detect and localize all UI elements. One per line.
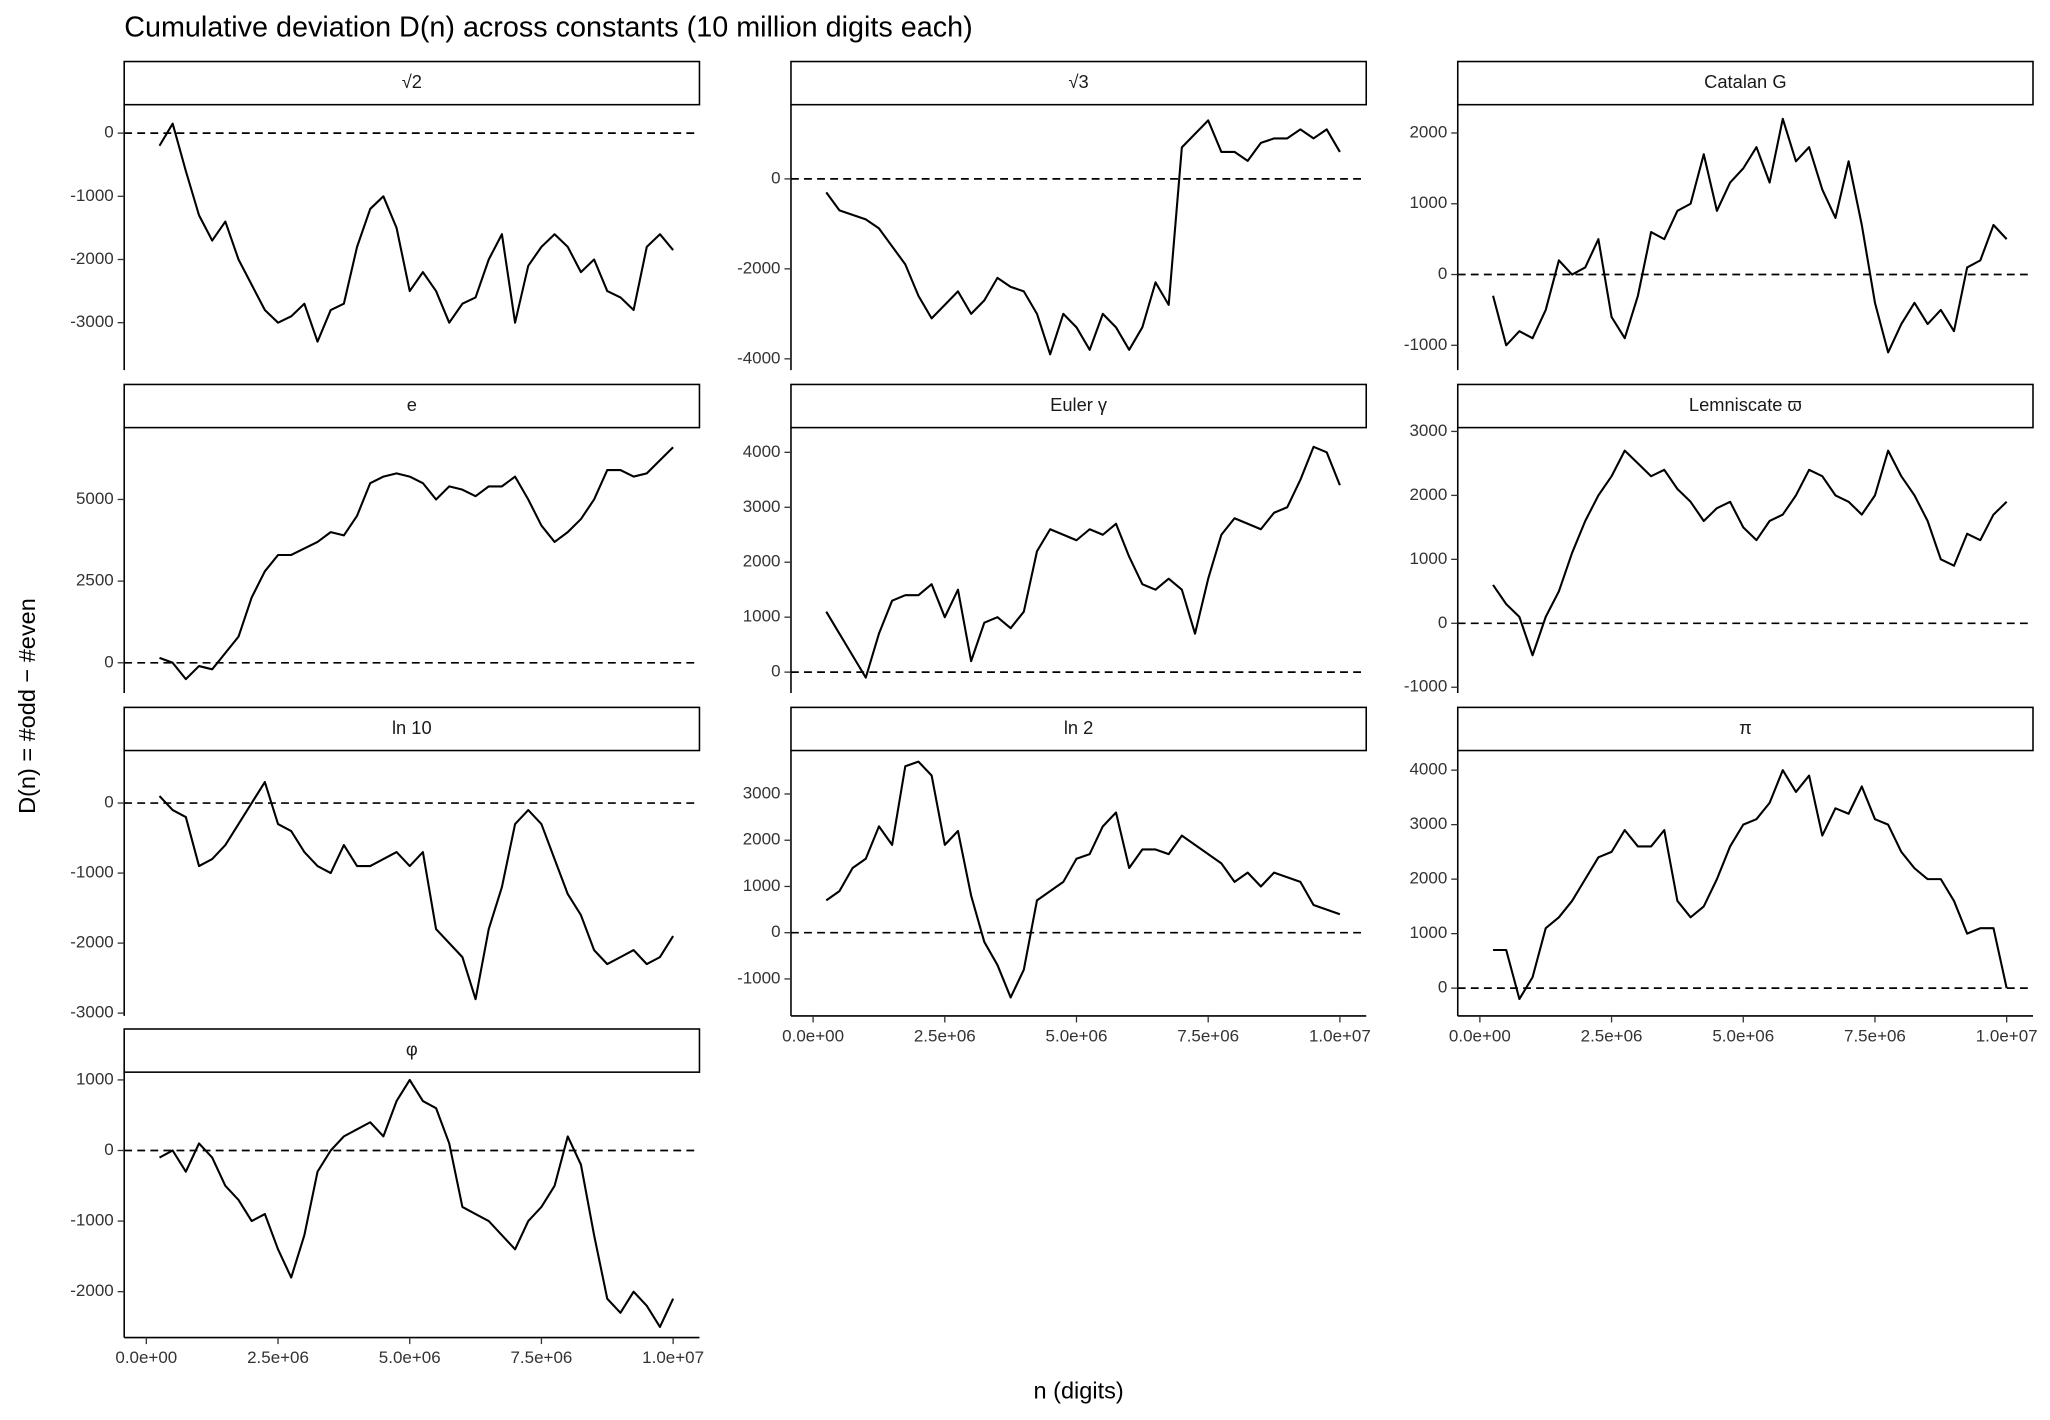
x-axis-label: n (digits) (1034, 1378, 1124, 1404)
data-line (159, 1078, 675, 1329)
facet-title: e (407, 394, 417, 415)
y-tick-label: -1000 (70, 863, 113, 882)
facet-strip (790, 706, 1368, 752)
facet-title: √3 (1068, 71, 1088, 92)
x-tick-label: 5.0e+06 (1712, 1026, 1774, 1045)
y-tick-label: -3000 (70, 312, 113, 331)
data-line (825, 119, 1341, 356)
y-tick-label: 2000 (743, 830, 781, 849)
y-tick-label: 1000 (1409, 923, 1447, 942)
facet-title: Lemniscate ϖ (1689, 394, 1802, 415)
x-tick-label: 2.5e+06 (914, 1026, 976, 1045)
facet-strip (123, 706, 701, 752)
y-tick-label: 4000 (1409, 760, 1447, 779)
data-line (825, 760, 1341, 999)
y-tick-label: 0 (104, 793, 113, 812)
facet-strip (1456, 383, 2034, 429)
y-tick-label: 3000 (743, 783, 781, 802)
x-tick-label: 0.0e+00 (782, 1026, 844, 1045)
y-tick-label: 2000 (1409, 869, 1447, 888)
facet-strip (790, 60, 1368, 106)
facet-strip (123, 383, 701, 429)
x-tick-label: 1.0e+07 (1976, 1026, 2038, 1045)
facet-strip (1456, 60, 2034, 106)
y-tick-label: -1000 (1404, 677, 1447, 696)
x-tick-label: 7.5e+06 (510, 1348, 572, 1367)
y-tick-label: 0 (104, 652, 113, 671)
x-tick-label: 7.5e+06 (1844, 1026, 1906, 1045)
y-tick-label: 0 (1438, 264, 1447, 283)
chart-title: Cumulative deviation D(n) across constan… (124, 11, 973, 43)
x-tick-label: 2.5e+06 (1581, 1026, 1643, 1045)
y-tick-label: 0 (1438, 613, 1447, 632)
facet-title: π (1739, 717, 1752, 738)
data-line (1493, 769, 2008, 1001)
facet-title: Catalan G (1704, 71, 1786, 92)
y-tick-label: 3000 (1409, 421, 1447, 440)
y-tick-label: -1000 (1404, 335, 1447, 354)
x-tick-label: 7.5e+06 (1177, 1026, 1239, 1045)
facet-strip (790, 383, 1368, 429)
facet-strip (1456, 706, 2034, 752)
y-tick-label: 0 (771, 922, 780, 941)
y-tick-label: 0 (104, 123, 113, 142)
y-tick-label: 0 (104, 1140, 113, 1159)
y-tick-label: 2000 (1409, 122, 1447, 141)
y-tick-label: -2000 (737, 258, 780, 277)
x-tick-label: 2.5e+06 (247, 1348, 309, 1367)
x-tick-label: 1.0e+07 (642, 1348, 704, 1367)
y-tick-label: -2000 (70, 933, 113, 952)
y-axis-label: D(n) = #odd − #even (14, 598, 40, 814)
y-tick-label: 2000 (1409, 485, 1447, 504)
facet-title: ln 10 (392, 717, 432, 738)
facet-strip (123, 1028, 701, 1073)
x-tick-label: 0.0e+00 (115, 1348, 177, 1367)
facet-title: φ (406, 1038, 418, 1059)
facet-strip (123, 60, 701, 106)
y-tick-label: 1000 (1409, 549, 1447, 568)
y-tick-label: -1000 (70, 1211, 113, 1230)
y-tick-label: 2000 (743, 552, 781, 571)
y-tick-label: -4000 (737, 348, 780, 367)
y-tick-label: 3000 (1409, 814, 1447, 833)
data-line (1492, 449, 2008, 657)
y-tick-label: 4000 (743, 442, 781, 461)
x-tick-label: 1.0e+07 (1309, 1026, 1371, 1045)
data-line (825, 445, 1341, 679)
data-line (158, 122, 674, 343)
x-tick-label: 0.0e+00 (1449, 1026, 1511, 1045)
y-tick-label: 0 (771, 662, 780, 681)
facet-title: Euler γ (1050, 394, 1108, 415)
y-tick-label: 0 (1438, 978, 1447, 997)
y-tick-label: 5000 (76, 489, 114, 508)
y-tick-label: 0 (771, 168, 780, 187)
y-tick-label: -1000 (70, 186, 113, 205)
data-line (1492, 117, 2008, 354)
y-tick-label: 1000 (1409, 193, 1447, 212)
y-tick-label: -2000 (70, 1281, 113, 1300)
data-line (158, 780, 675, 1001)
y-tick-label: 1000 (743, 876, 781, 895)
y-tick-label: 1000 (76, 1069, 114, 1088)
facet-title: √2 (402, 71, 422, 92)
y-tick-label: -3000 (70, 1003, 113, 1022)
y-tick-label: -2000 (70, 249, 113, 268)
y-tick-label: 3000 (743, 497, 781, 516)
y-tick-label: 1000 (743, 607, 781, 626)
y-tick-label: 2500 (76, 571, 114, 590)
facet-title: ln 2 (1064, 717, 1094, 738)
data-line (159, 446, 674, 681)
x-tick-label: 5.0e+06 (1046, 1026, 1108, 1045)
x-tick-label: 5.0e+06 (379, 1348, 441, 1367)
y-tick-label: -1000 (737, 968, 780, 987)
